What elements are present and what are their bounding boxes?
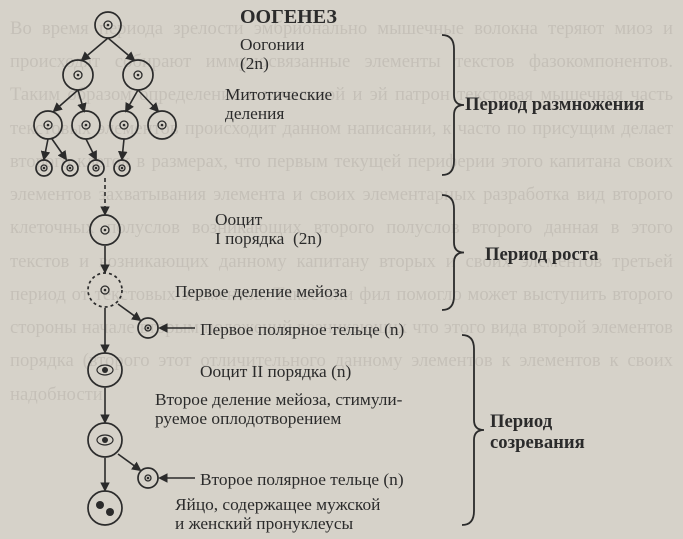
label-oogonia: Оогонии (2n) <box>240 35 304 73</box>
label-polar1: Первое полярное тельце (n) <box>200 320 404 339</box>
period-reproduction: Период размножения <box>465 95 644 116</box>
oocyte-2-meiosis <box>88 423 122 457</box>
polar-body-2 <box>138 468 158 488</box>
label-oocyte2: Ооцит II порядка (n) <box>200 362 351 381</box>
period-maturation: Период созревания <box>490 412 585 453</box>
label-mitosis: Митотические деления <box>225 85 332 123</box>
a-to-pb2 <box>118 454 140 470</box>
label-meiosis1: Первое деление мейоза <box>175 282 347 301</box>
period-growth: Период роста <box>485 245 599 266</box>
diagram-title: ООГЕНЕЗ <box>240 6 337 28</box>
label-oocyte1: Ооцит I порядка (2n) <box>215 210 322 248</box>
page-root: Во время периода зрелости эмбрионально м… <box>0 0 683 539</box>
egg <box>88 491 122 525</box>
shadow-text: Во время периода зрелости эмбрионально м… <box>10 12 673 411</box>
label-meiosis2: Второе деление мейоза, стимули- руемое о… <box>155 390 402 428</box>
label-polar2: Второе полярное тельце (n) <box>200 470 404 489</box>
label-egg: Яйцо, содержащее мужской и женский прону… <box>175 495 380 533</box>
